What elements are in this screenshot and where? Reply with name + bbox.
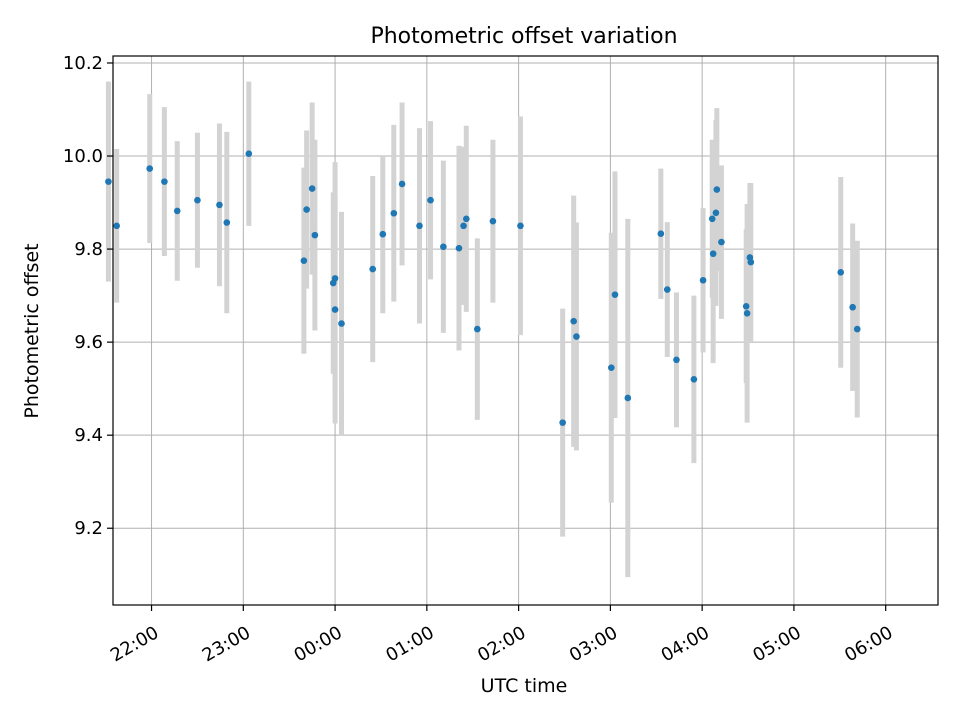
data-point	[690, 376, 698, 383]
data-point	[113, 222, 120, 230]
data-point	[379, 230, 387, 238]
data-point	[338, 320, 345, 327]
axes-frame	[112, 55, 939, 606]
data-point	[611, 291, 619, 298]
y-tick-label: 9.4	[74, 425, 103, 446]
y-tick-label: 10.0	[63, 146, 103, 167]
data-point	[699, 276, 707, 284]
data-point	[194, 196, 201, 204]
chart-title: Photometric offset variation	[370, 24, 677, 49]
data-point	[463, 215, 470, 223]
data-point	[517, 222, 524, 230]
data-point	[712, 209, 720, 217]
data-point	[489, 217, 497, 225]
data-point	[455, 244, 463, 252]
data-point	[708, 215, 716, 223]
data-point	[173, 207, 181, 215]
data-point	[440, 243, 447, 251]
y-tick-label: 9.6	[74, 332, 103, 353]
data-point	[146, 165, 154, 172]
data-point	[216, 201, 223, 209]
data-point	[853, 325, 861, 333]
data-point	[570, 317, 577, 325]
data-point	[709, 250, 717, 258]
data-point	[559, 419, 566, 426]
data-point	[608, 364, 615, 372]
data-point	[161, 178, 168, 185]
data-point	[673, 356, 680, 364]
data-point	[398, 180, 406, 188]
y-tick-label: 9.2	[74, 518, 103, 539]
data-point	[331, 275, 339, 282]
data-point	[300, 257, 308, 265]
y-tick-label: 9.8	[74, 239, 103, 260]
data-point	[390, 209, 398, 217]
data-point	[747, 258, 755, 266]
data-point	[245, 150, 253, 158]
data-point	[474, 325, 481, 333]
data-point	[742, 303, 750, 310]
data-point	[663, 286, 671, 293]
data-point	[369, 265, 377, 273]
data-points	[105, 150, 861, 426]
x-axis-label: UTC time	[481, 675, 568, 697]
data-point	[303, 206, 310, 213]
data-point	[311, 231, 319, 239]
data-point	[657, 230, 665, 238]
data-point	[849, 303, 856, 311]
data-point	[331, 306, 339, 313]
data-point	[416, 222, 423, 230]
data-point	[837, 269, 845, 276]
y-axis-label: Photometric offset	[21, 243, 43, 418]
data-point	[713, 186, 721, 193]
data-point	[460, 222, 467, 230]
data-point	[624, 394, 632, 402]
data-point	[223, 219, 231, 226]
data-point	[573, 333, 580, 340]
data-point	[308, 185, 316, 192]
y-tick-label: 10.2	[63, 53, 103, 74]
data-point	[743, 309, 751, 317]
data-point	[427, 196, 434, 204]
data-point	[105, 178, 112, 185]
data-point	[718, 238, 725, 246]
